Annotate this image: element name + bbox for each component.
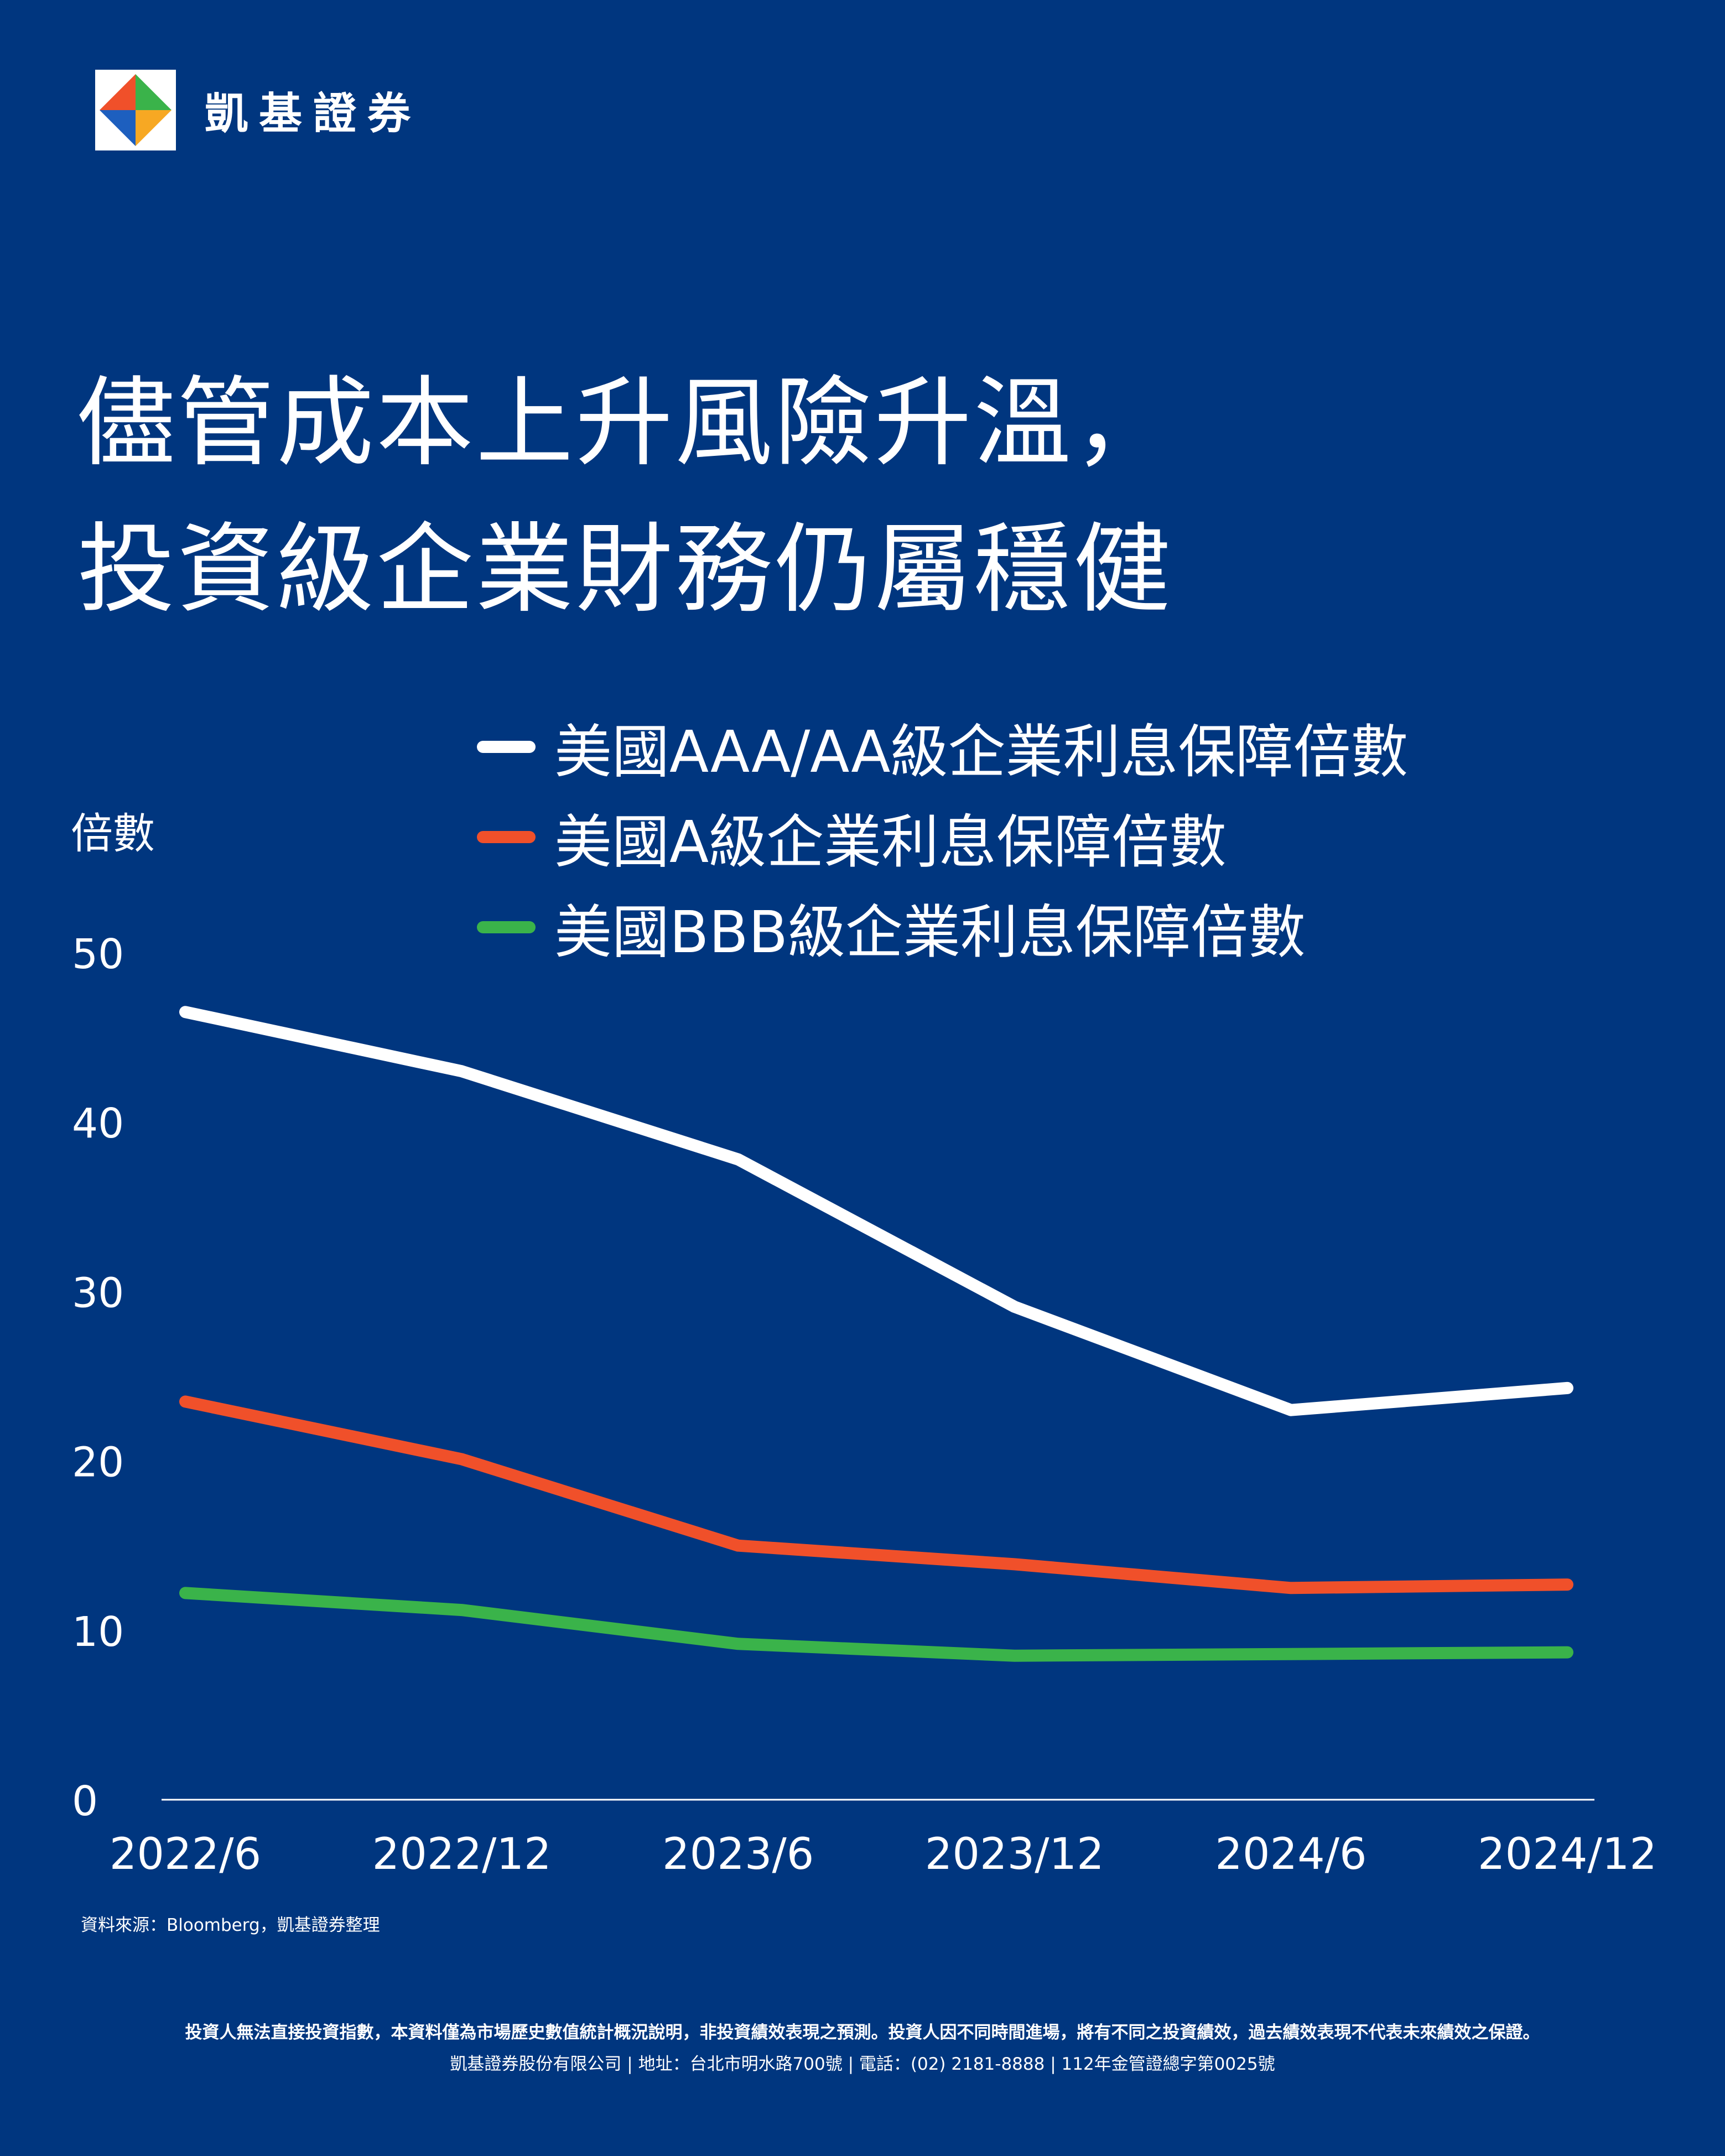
x-tick-label: 2022/12 — [372, 1830, 552, 1879]
y-tick-label: 10 — [72, 1608, 124, 1656]
x-tick-label: 2023/12 — [925, 1830, 1104, 1879]
legend-label-bbb: 美國BBB級企業利息保障倍數 — [554, 898, 1306, 966]
legend-item-a: 美國A級企業利息保障倍數 — [477, 792, 1408, 882]
x-tick-label: 2024/12 — [1478, 1830, 1657, 1879]
legend-item-aaa: 美國AAA/AA級企業利息保障倍數 — [477, 702, 1408, 792]
brand-name: 凱基證券 — [205, 89, 422, 139]
legend-label-aaa: 美國AAA/AA級企業利息保障倍數 — [554, 718, 1409, 786]
series-line-a — [179, 1395, 1573, 1594]
title-line-2: 投資級企業財務仍屬穩健 — [77, 513, 1173, 626]
chart-legend: 美國AAA/AA級企業利息保障倍數 美國A級企業利息保障倍數 美國BBB級企業利… — [477, 702, 1408, 972]
x-tick-label: 2022/6 — [110, 1830, 261, 1879]
y-axis-label: 倍數 — [71, 809, 155, 858]
series-line-aaa — [179, 1006, 1573, 1416]
legend-swatch-a — [477, 830, 536, 843]
legend-swatch-aaa — [477, 740, 536, 753]
legend-swatch-bbb — [477, 921, 536, 933]
y-tick-label: 40 — [72, 1100, 124, 1147]
page-title: 儘管成本上升風險升溫， 投資級企業財務仍屬穩健 — [77, 350, 1173, 643]
title-line-1: 儘管成本上升風險升溫， — [77, 366, 1173, 480]
x-tick-label: 2023/6 — [662, 1830, 814, 1879]
legend-item-bbb: 美國BBB級企業利息保障倍數 — [477, 882, 1408, 972]
y-tick-label: 0 — [72, 1778, 98, 1825]
disclaimer-line-1: 投資人無法直接投資指數，本資料僅為市場歷史數值統計概況說明，非投資績效表現之預測… — [185, 2023, 1540, 2043]
series-line-bbb — [179, 1587, 1573, 1662]
x-tick-label: 2024/6 — [1215, 1830, 1367, 1879]
y-tick-label: 20 — [72, 1439, 124, 1487]
y-tick-label: 50 — [72, 931, 124, 978]
disclaimer-line-2: 凱基證券股份有限公司 | 地址：台北市明水路700號 | 電話：(02) 218… — [450, 2054, 1275, 2074]
y-tick-label: 30 — [72, 1269, 124, 1317]
legend-label-a: 美國A級企業利息保障倍數 — [554, 808, 1227, 876]
brand-logo: 凱基證券 — [95, 70, 422, 150]
source-note: 資料來源：Bloomberg，凱基證券整理 — [81, 1915, 380, 1935]
kgi-diamond-logo-icon — [95, 70, 176, 150]
